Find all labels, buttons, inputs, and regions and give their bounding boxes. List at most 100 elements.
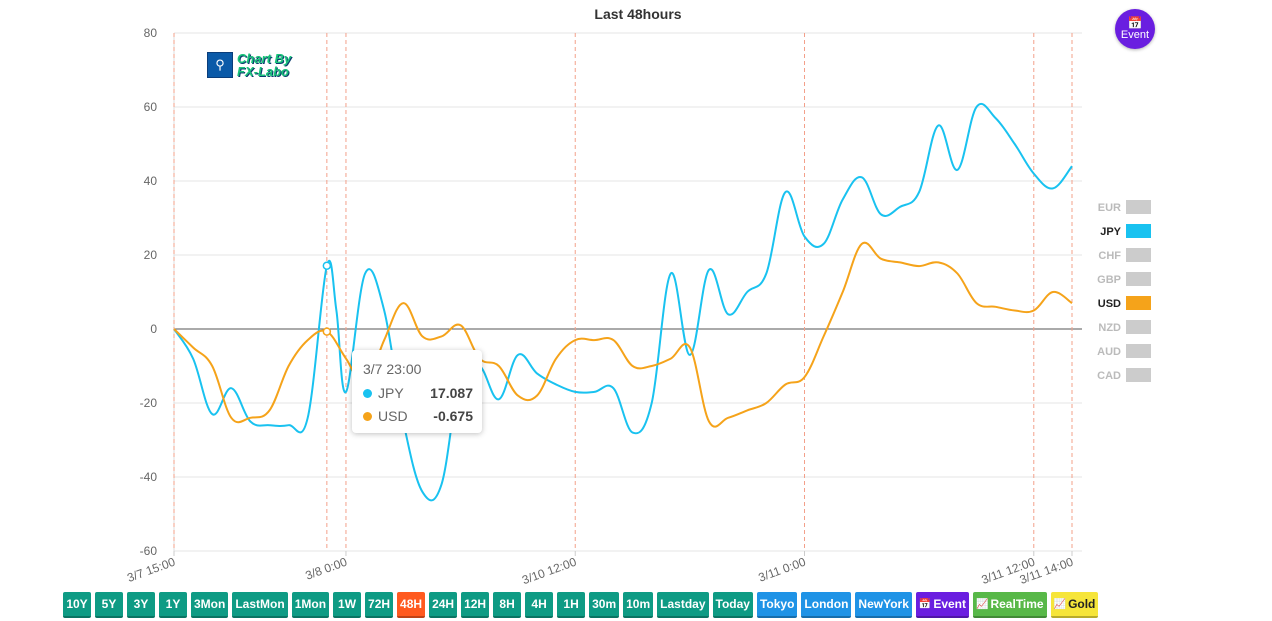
y-axis: 80 60 40 20 0 -20 -40 -60: [140, 26, 158, 558]
magnifier-icon: ⚲: [207, 52, 233, 78]
hover-point-usd: [322, 327, 332, 336]
hover-point-jpy: [322, 261, 332, 270]
range-button-10y[interactable]: 10Y: [63, 592, 91, 618]
y-tick-label: 40: [144, 174, 158, 188]
tooltip-title: 3/7 23:00: [363, 361, 422, 377]
legend-swatch: [1126, 272, 1151, 286]
legend-item-usd[interactable]: USD: [1098, 296, 1151, 310]
range-button-tokyo[interactable]: Tokyo: [756, 592, 798, 618]
range-button-1w[interactable]: 1W: [333, 592, 362, 618]
calendar-icon: 📅: [918, 598, 932, 610]
legend-swatch: [1126, 224, 1151, 238]
range-button-lastday[interactable]: Lastday: [657, 592, 709, 618]
legend-item-jpy[interactable]: JPY: [1100, 224, 1151, 238]
range-button-1mon[interactable]: 1Mon: [291, 592, 330, 618]
button-label: 3Y: [133, 597, 149, 611]
range-button-3y[interactable]: 3Y: [127, 592, 155, 618]
range-button-event[interactable]: 📅 Event: [915, 592, 970, 618]
button-label: 1Mon: [294, 597, 327, 611]
logo-line-2: FX-Labo: [237, 64, 289, 79]
fx-labo-logo: ⚲ Chart By FX-Labo: [207, 52, 291, 78]
tooltip-usd-value: -0.675: [433, 408, 473, 424]
legend-item-cad[interactable]: CAD: [1097, 368, 1151, 382]
button-label: 1W: [338, 597, 357, 611]
y-tick-label: 60: [144, 100, 158, 114]
range-button-8h[interactable]: 8H: [493, 592, 522, 618]
y-tick-label: 80: [144, 26, 158, 40]
legend-label: USD: [1098, 298, 1121, 310]
event-fab-button[interactable]: 📅 Event: [1115, 9, 1155, 49]
legend-swatch: [1126, 320, 1151, 334]
range-button-4h[interactable]: 4H: [525, 592, 554, 618]
y-tick-label: -40: [140, 470, 158, 484]
legend-item-nzd[interactable]: NZD: [1098, 320, 1151, 334]
range-button-72h[interactable]: 72H: [365, 592, 394, 618]
range-button-realtime[interactable]: 📈 RealTime: [973, 592, 1047, 618]
y-tick-label: 20: [144, 248, 158, 262]
legend[interactable]: EUR JPY CHF GBP USD NZD AUD CAD: [1097, 200, 1151, 382]
button-label: RealTime: [990, 597, 1044, 611]
chart: Last 48hours 80 60 40 20 0 -20 -40 -60 3/7 15:0…: [125, 6, 1151, 588]
grid: [173, 32, 1082, 552]
legend-item-gbp[interactable]: GBP: [1097, 272, 1151, 286]
legend-label: JPY: [1100, 226, 1121, 238]
tooltip-row-jpy: JPY 17.087: [363, 385, 473, 401]
range-button-bar: 10Y 5Y 3Y 1Y 3Mon LastMon 1Mon 1W 72H 48H 24H 12H 8H…: [63, 592, 1099, 618]
x-tick-label: 3/8 0:00: [303, 555, 349, 583]
button-label: 30m: [592, 597, 617, 611]
legend-label: NZD: [1098, 322, 1121, 334]
range-button-3mon[interactable]: 3Mon: [191, 592, 229, 618]
legend-label: CHF: [1098, 250, 1121, 262]
usd-dot-icon: [363, 412, 372, 421]
button-label: 3Mon: [194, 597, 226, 611]
x-tick-label: 3/7 15:00: [125, 555, 177, 585]
range-button-12h[interactable]: 12H: [461, 592, 490, 618]
legend-swatch: [1126, 368, 1151, 382]
range-button-1y[interactable]: 1Y: [159, 592, 187, 618]
button-label: 1H: [563, 597, 579, 611]
tooltip-usd-name: USD: [378, 408, 408, 424]
series-line-usd: [173, 241, 1073, 428]
legend-swatch: [1126, 200, 1151, 214]
legend-item-chf[interactable]: CHF: [1098, 248, 1151, 262]
range-button-48h[interactable]: 48H: [397, 592, 426, 618]
range-button-london[interactable]: London: [801, 592, 852, 618]
button-label: 48H: [400, 597, 423, 611]
button-label: 4H: [531, 597, 547, 611]
legend-label: EUR: [1098, 202, 1121, 214]
range-button-lastmon[interactable]: LastMon: [232, 592, 288, 618]
legend-label: GBP: [1097, 274, 1121, 286]
tooltip: 3/7 23:00 JPY 17.087 USD -0.675: [352, 350, 482, 433]
range-button-1h[interactable]: 1H: [557, 592, 586, 618]
button-label: 5Y: [101, 597, 117, 611]
legend-item-eur[interactable]: EUR: [1098, 200, 1151, 214]
button-label: 10Y: [66, 597, 88, 611]
y-tick-label: -60: [140, 544, 158, 558]
button-label: 72H: [368, 597, 391, 611]
range-button-gold[interactable]: 📈 Gold: [1050, 592, 1099, 618]
y-tick-label: 0: [150, 322, 157, 336]
tooltip-jpy-value: 17.087: [430, 385, 473, 401]
button-label: Lastday: [660, 597, 706, 611]
legend-label: AUD: [1097, 346, 1121, 358]
button-label: 10m: [626, 597, 651, 611]
range-button-24h[interactable]: 24H: [429, 592, 458, 618]
chart-icon: 📈: [1053, 598, 1067, 610]
button-label: 12H: [464, 597, 487, 611]
range-button-10m[interactable]: 10m: [623, 592, 654, 618]
range-button-30m[interactable]: 30m: [589, 592, 620, 618]
legend-item-aud[interactable]: AUD: [1097, 344, 1151, 358]
button-label: Event: [933, 597, 967, 611]
button-label: Tokyo: [759, 597, 795, 611]
x-tick-label: 3/11 0:00: [757, 555, 808, 585]
range-button-today[interactable]: Today: [712, 592, 753, 618]
button-label: NewYork: [858, 597, 909, 611]
legend-swatch: [1126, 296, 1151, 310]
session-lines: [173, 33, 1073, 551]
chart-title: Last 48hours: [594, 6, 681, 22]
x-tick-label: 3/10 12:00: [520, 555, 578, 588]
range-button-newyork[interactable]: NewYork: [855, 592, 912, 618]
event-fab-label: Event: [1120, 29, 1150, 41]
range-button-5y[interactable]: 5Y: [95, 592, 123, 618]
series-group: [173, 102, 1073, 502]
